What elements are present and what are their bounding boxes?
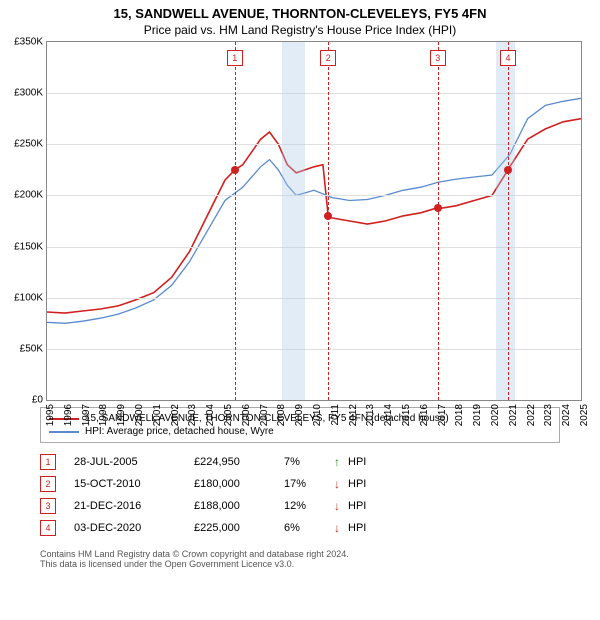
y-axis-label: £100K xyxy=(14,292,43,303)
transaction-hpi-label: HPI xyxy=(348,500,366,512)
x-axis-label: 2017 xyxy=(437,404,448,426)
y-axis-label: £300K xyxy=(14,88,43,99)
sale-point xyxy=(231,166,239,174)
x-axis-label: 2013 xyxy=(365,404,376,426)
x-axis-label: 2021 xyxy=(508,404,519,426)
footer-line-2: This data is licensed under the Open Gov… xyxy=(40,559,560,569)
transaction-date: 21-DEC-2016 xyxy=(74,500,194,512)
recession-band xyxy=(282,42,305,400)
footer: Contains HM Land Registry data © Crown c… xyxy=(40,549,560,569)
transaction-pct: 6% xyxy=(284,522,334,534)
x-axis-label: 2009 xyxy=(294,404,305,426)
x-axis-label: 2011 xyxy=(330,404,341,426)
x-axis-label: 2015 xyxy=(401,404,412,426)
footer-line-1: Contains HM Land Registry data © Crown c… xyxy=(40,549,560,559)
x-axis-label: 2022 xyxy=(526,404,537,426)
transaction-row: 4 03-DEC-2020£225,0006%↓HPI xyxy=(40,517,560,539)
transaction-hpi-label: HPI xyxy=(348,478,366,490)
recession-band xyxy=(496,42,516,400)
legend-item: HPI: Average price, detached house, Wyre xyxy=(49,425,551,438)
x-axis-label: 2005 xyxy=(223,404,234,426)
x-axis-label: 1998 xyxy=(98,404,109,426)
transaction-row: 2 15-OCT-2010£180,00017%↓HPI xyxy=(40,473,560,495)
transaction-price: £180,000 xyxy=(194,478,284,490)
transaction-hpi-label: HPI xyxy=(348,456,366,468)
x-axis-label: 1996 xyxy=(63,404,74,426)
y-axis-label: £150K xyxy=(14,241,43,252)
x-axis-label: 2006 xyxy=(241,404,252,426)
x-axis-label: 2003 xyxy=(187,404,198,426)
legend-label: HPI: Average price, detached house, Wyre xyxy=(85,426,274,437)
transaction-pct: 7% xyxy=(284,456,334,468)
page: 15, SANDWELL AVENUE, THORNTON-CLEVELEYS,… xyxy=(0,0,600,620)
transaction-price: £225,000 xyxy=(194,522,284,534)
x-axis-label: 2000 xyxy=(134,404,145,426)
x-axis-label: 2016 xyxy=(419,404,430,426)
transaction-row: 1 28-JUL-2005£224,9507%↑HPI xyxy=(40,451,560,473)
chart-subtitle: Price paid vs. HM Land Registry's House … xyxy=(0,21,600,41)
y-axis-label: £0 xyxy=(32,395,43,406)
transaction-marker: 1 xyxy=(40,454,56,470)
x-axis-label: 2014 xyxy=(383,404,394,426)
x-axis-label: 2001 xyxy=(152,404,163,426)
trend-arrow-icon: ↓ xyxy=(334,521,348,535)
sale-marker-box: 3 xyxy=(430,50,446,66)
sale-point xyxy=(504,166,512,174)
y-axis-label: £50K xyxy=(20,343,43,354)
sale-marker-box: 1 xyxy=(227,50,243,66)
x-axis-label: 1999 xyxy=(116,404,127,426)
sale-vline xyxy=(438,42,439,400)
y-axis-label: £350K xyxy=(14,37,43,48)
x-axis-label: 2004 xyxy=(205,404,216,426)
transaction-pct: 17% xyxy=(284,478,334,490)
x-axis-label: 1995 xyxy=(45,404,56,426)
transaction-price: £224,950 xyxy=(194,456,284,468)
x-axis-label: 2024 xyxy=(561,404,572,426)
transaction-date: 28-JUL-2005 xyxy=(74,456,194,468)
transaction-row: 3 21-DEC-2016£188,00012%↓HPI xyxy=(40,495,560,517)
x-axis-label: 2007 xyxy=(259,404,270,426)
x-axis-label: 2020 xyxy=(490,404,501,426)
transaction-marker: 2 xyxy=(40,476,56,492)
transaction-date: 03-DEC-2020 xyxy=(74,522,194,534)
x-axis-label: 1997 xyxy=(81,404,92,426)
transactions-table: 128-JUL-2005£224,9507%↑HPI215-OCT-2010£1… xyxy=(40,451,560,539)
y-axis-label: £250K xyxy=(14,139,43,150)
sale-point xyxy=(434,204,442,212)
trend-arrow-icon: ↑ xyxy=(334,455,348,469)
x-axis-label: 2002 xyxy=(170,404,181,426)
sale-marker-box: 4 xyxy=(500,50,516,66)
x-axis-label: 2010 xyxy=(312,404,323,426)
sale-vline xyxy=(328,42,329,400)
y-axis-label: £200K xyxy=(14,190,43,201)
transaction-pct: 12% xyxy=(284,500,334,512)
x-axis-label: 2018 xyxy=(454,404,465,426)
trend-arrow-icon: ↓ xyxy=(334,499,348,513)
x-axis-label: 2023 xyxy=(543,404,554,426)
transaction-date: 15-OCT-2010 xyxy=(74,478,194,490)
x-axis-label: 2012 xyxy=(348,404,359,426)
sale-vline xyxy=(508,42,509,400)
sale-vline xyxy=(235,42,236,400)
transaction-marker: 3 xyxy=(40,498,56,514)
trend-arrow-icon: ↓ xyxy=(334,477,348,491)
sale-point xyxy=(324,212,332,220)
transaction-price: £188,000 xyxy=(194,500,284,512)
sale-marker-box: 2 xyxy=(320,50,336,66)
chart-plot-area: £0£50K£100K£150K£200K£250K£300K£350K1995… xyxy=(46,41,582,401)
x-axis-label: 2025 xyxy=(579,404,590,426)
transaction-marker: 4 xyxy=(40,520,56,536)
transaction-hpi-label: HPI xyxy=(348,522,366,534)
legend-swatch xyxy=(49,431,79,433)
x-axis-label: 2008 xyxy=(276,404,287,426)
chart-title: 15, SANDWELL AVENUE, THORNTON-CLEVELEYS,… xyxy=(0,0,600,21)
x-axis-label: 2019 xyxy=(472,404,483,426)
